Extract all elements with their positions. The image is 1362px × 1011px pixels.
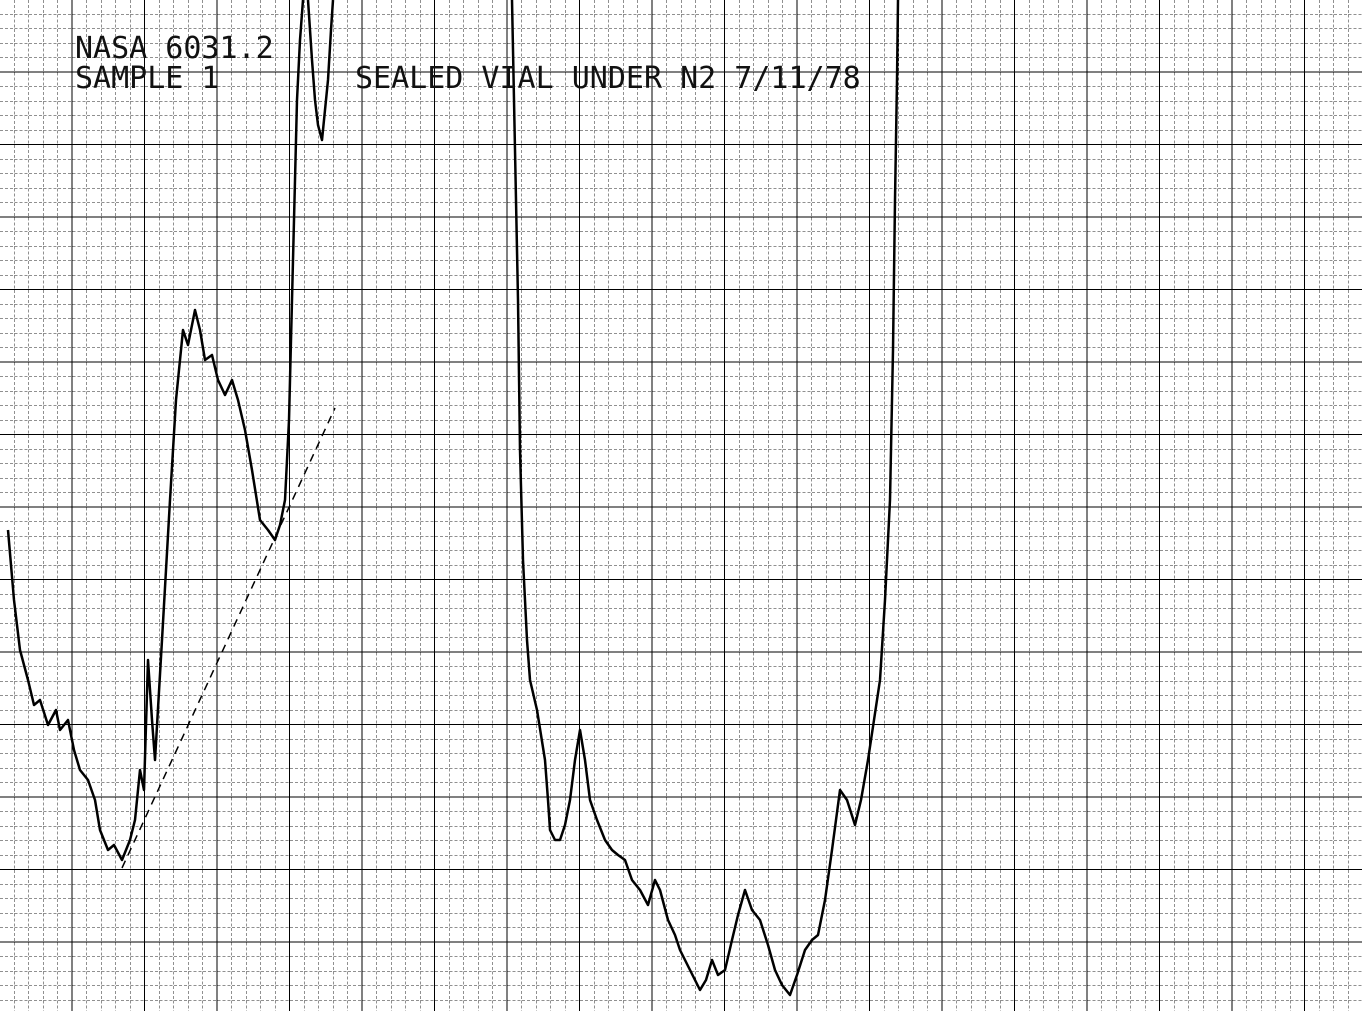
trace: [306, 0, 335, 142]
sample-label: SAMPLE 1: [75, 61, 220, 96]
title: NASA 6031.2: [75, 31, 274, 66]
trace: [6, 0, 305, 862]
baseline: [121, 407, 336, 869]
note: SEALED VIAL UNDER N2 7/11/78: [355, 61, 861, 96]
trace: [510, 0, 900, 997]
